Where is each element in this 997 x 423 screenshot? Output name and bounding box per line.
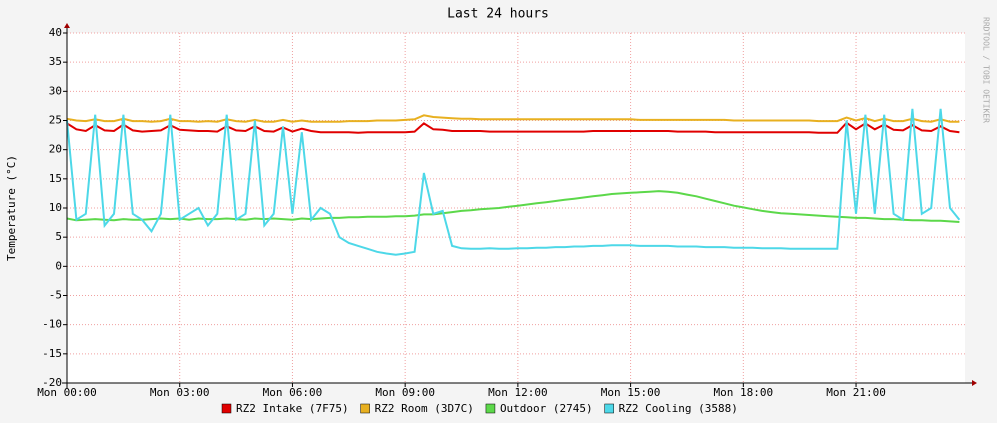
x-tick-label: Mon 15:00 — [601, 386, 661, 399]
y-tick-label: 25 — [49, 114, 62, 127]
lines — [66, 108, 961, 256]
y-tick-label: 0 — [55, 259, 62, 272]
x-arrow — [972, 380, 977, 386]
y-tick-label: 40 — [49, 26, 62, 39]
chart-title: Last 24 hours — [447, 7, 549, 22]
legend-swatch — [221, 403, 232, 414]
x-tick-label: Mon 09:00 — [375, 386, 435, 399]
y-tick-label: 35 — [49, 55, 62, 68]
y-tick-label: -10 — [42, 318, 62, 331]
y-axis-label: Temperature (°C) — [5, 155, 18, 261]
series-line — [66, 114, 960, 123]
y-tick-label: 20 — [49, 143, 62, 156]
series-line — [66, 190, 960, 223]
x-tick-label: Mon 03:00 — [150, 386, 210, 399]
y-tick-label: 30 — [49, 84, 62, 97]
x-tick-label: Mon 06:00 — [263, 386, 323, 399]
legend: RZ2 Intake (7F75) RZ2 Room (3D7C) Outdoor … — [221, 402, 738, 415]
watermark: RRDTOOL / TOBI OETIKER — [982, 17, 991, 123]
x-tick-label: Mon 18:00 — [714, 386, 774, 399]
series-line — [66, 121, 960, 134]
legend-label: Outdoor (2745) — [500, 402, 593, 415]
legend-label: RZ2 Room (3D7C) — [375, 402, 474, 415]
x-tick-label: Mon 00:00 — [37, 386, 97, 399]
legend-label: RZ2 Cooling (3588) — [619, 402, 738, 415]
axes — [62, 23, 977, 388]
y-tick-label: 10 — [49, 201, 62, 214]
plot-area — [67, 33, 965, 383]
legend-swatch — [360, 403, 370, 414]
y-tick-label: -20 — [42, 376, 62, 389]
y-tick-label: -15 — [42, 347, 62, 360]
legend-label: RZ2 Intake (7F75) — [236, 402, 349, 415]
legend-swatch — [604, 403, 614, 414]
y-tick-label: 15 — [49, 172, 62, 185]
y-tick-label: 5 — [55, 230, 62, 243]
series-line — [66, 108, 961, 256]
y-tick-label: -5 — [49, 289, 62, 302]
x-tick-label: Mon 21:00 — [826, 386, 886, 399]
y-arrow — [64, 23, 70, 28]
x-tick-label: Mon 12:00 — [488, 386, 548, 399]
legend-swatch — [485, 403, 496, 414]
